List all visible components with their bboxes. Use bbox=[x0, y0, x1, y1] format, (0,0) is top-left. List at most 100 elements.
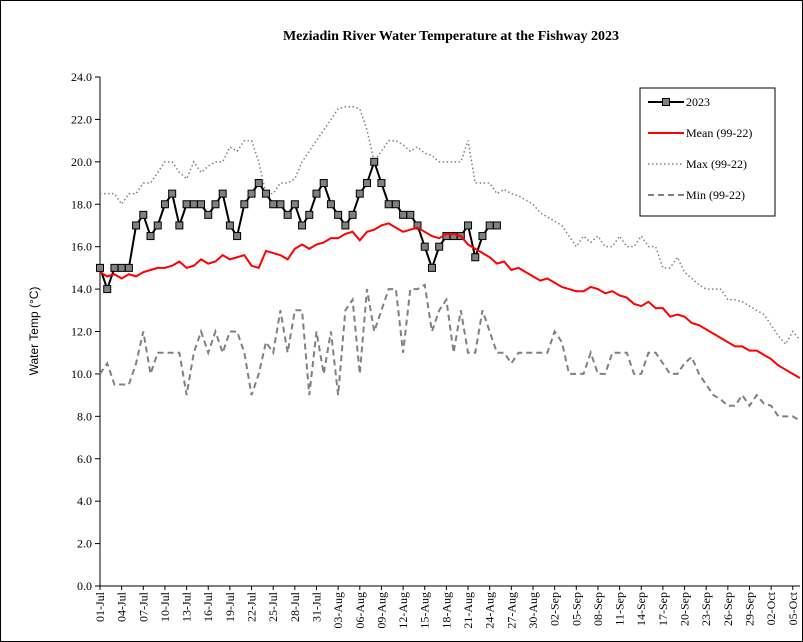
x-tick-label: 31-Jul bbox=[309, 591, 323, 622]
x-tick-label: 11-Sep bbox=[613, 592, 627, 626]
marker bbox=[269, 200, 278, 209]
marker bbox=[348, 210, 357, 219]
marker bbox=[233, 232, 242, 241]
x-tick-label: 03-Aug bbox=[331, 592, 345, 629]
y-tick-label: 0.0 bbox=[77, 579, 92, 593]
marker bbox=[153, 221, 162, 230]
marker bbox=[471, 253, 480, 262]
marker bbox=[391, 200, 400, 209]
x-tick-label: 24-Aug bbox=[483, 592, 497, 629]
marker bbox=[485, 221, 494, 230]
marker bbox=[146, 232, 155, 241]
marker bbox=[225, 221, 234, 230]
x-tick-label: 05-Sep bbox=[569, 592, 583, 626]
marker bbox=[124, 263, 133, 272]
x-tick-label: 18-Aug bbox=[439, 592, 453, 629]
x-tick-label: 15-Aug bbox=[418, 592, 432, 629]
series-line bbox=[99, 283, 801, 422]
y-tick-label: 22.0 bbox=[71, 112, 92, 126]
x-tick-label: 23-Sep bbox=[699, 592, 713, 626]
marker bbox=[341, 221, 350, 230]
marker bbox=[290, 200, 299, 209]
x-tick-label: 07-Jul bbox=[136, 591, 150, 622]
y-tick-label: 24.0 bbox=[71, 70, 92, 84]
legend-label: Mean (99-22) bbox=[686, 126, 752, 140]
x-tick-label: 27-Aug bbox=[504, 592, 518, 629]
x-tick-label: 12-Aug bbox=[396, 592, 410, 629]
marker bbox=[132, 221, 141, 230]
marker bbox=[211, 200, 220, 209]
y-tick-label: 20.0 bbox=[71, 155, 92, 169]
x-tick-label: 08-Sep bbox=[591, 592, 605, 626]
marker bbox=[261, 189, 270, 198]
series-line bbox=[100, 105, 801, 346]
x-tick-label: 13-Jul bbox=[180, 591, 194, 622]
legend-label: 2023 bbox=[686, 95, 710, 109]
marker bbox=[204, 210, 213, 219]
marker bbox=[175, 221, 184, 230]
marker bbox=[406, 210, 415, 219]
x-tick-label: 21-Aug bbox=[461, 592, 475, 629]
marker bbox=[117, 263, 126, 272]
series-line bbox=[99, 222, 801, 380]
y-tick-label: 14.0 bbox=[71, 282, 92, 296]
marker bbox=[370, 157, 379, 166]
x-tick-label: 14-Sep bbox=[634, 592, 648, 626]
marker bbox=[427, 263, 436, 272]
marker bbox=[305, 210, 314, 219]
y-axis-label: Water Temp (°C) bbox=[27, 287, 41, 376]
x-tick-label: 29-Sep bbox=[742, 592, 756, 626]
x-tick-label: 16-Jul bbox=[201, 591, 215, 622]
y-tick-label: 16.0 bbox=[71, 240, 92, 254]
marker bbox=[464, 221, 473, 230]
legend-marker bbox=[662, 98, 670, 106]
x-tick-label: 28-Jul bbox=[288, 591, 302, 622]
marker bbox=[399, 210, 408, 219]
x-tick-label: 05-Oct bbox=[786, 591, 800, 625]
x-tick-label: 19-Jul bbox=[223, 591, 237, 622]
marker bbox=[334, 210, 343, 219]
marker bbox=[420, 242, 429, 251]
marker bbox=[197, 200, 206, 209]
marker bbox=[254, 179, 263, 188]
marker bbox=[139, 210, 148, 219]
y-tick-label: 6.0 bbox=[77, 452, 92, 466]
y-tick-label: 8.0 bbox=[77, 409, 92, 423]
marker bbox=[189, 200, 198, 209]
y-tick-label: 12.0 bbox=[71, 325, 92, 339]
x-tick-label: 30-Aug bbox=[526, 592, 540, 629]
marker bbox=[240, 200, 249, 209]
marker bbox=[168, 189, 177, 198]
marker bbox=[435, 242, 444, 251]
legend-label: Max (99-22) bbox=[686, 157, 747, 171]
marker bbox=[218, 189, 227, 198]
x-tick-label: 09-Aug bbox=[374, 592, 388, 629]
marker bbox=[160, 200, 169, 209]
marker bbox=[110, 263, 119, 272]
marker bbox=[247, 189, 256, 198]
marker bbox=[319, 179, 328, 188]
marker bbox=[492, 221, 501, 230]
marker bbox=[384, 200, 393, 209]
marker bbox=[182, 200, 191, 209]
marker bbox=[283, 210, 292, 219]
x-tick-label: 06-Aug bbox=[353, 592, 367, 629]
marker bbox=[413, 221, 422, 230]
marker bbox=[377, 179, 386, 188]
marker bbox=[96, 263, 104, 272]
marker bbox=[478, 232, 487, 241]
marker bbox=[363, 179, 372, 188]
x-tick-label: 10-Jul bbox=[158, 591, 172, 622]
legend-label: Min (99-22) bbox=[686, 188, 745, 202]
chart-title: Meziadin River Water Temperature at the … bbox=[283, 29, 619, 44]
x-tick-label: 20-Sep bbox=[678, 592, 692, 626]
y-tick-label: 2.0 bbox=[77, 537, 92, 551]
x-tick-label: 22-Jul bbox=[245, 591, 259, 622]
marker bbox=[355, 189, 364, 198]
marker bbox=[326, 200, 335, 209]
x-tick-label: 25-Jul bbox=[266, 591, 280, 622]
marker bbox=[103, 285, 112, 294]
y-tick-label: 10.0 bbox=[71, 367, 92, 381]
